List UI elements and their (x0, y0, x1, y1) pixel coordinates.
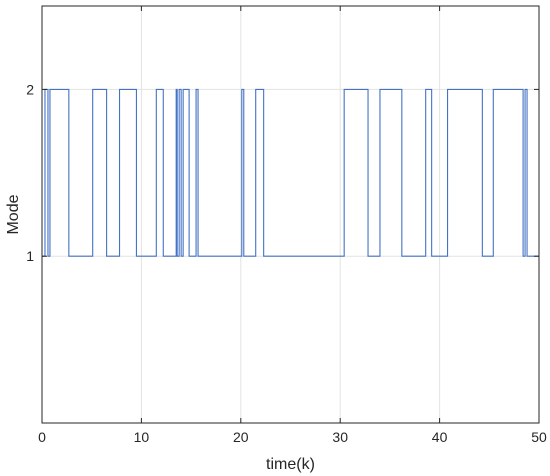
y-tick-label: 1 (26, 248, 34, 264)
x-tick-label: 50 (531, 429, 547, 445)
y-tick-label: 2 (26, 81, 34, 97)
mode-series-line (42, 88, 539, 257)
x-tick-label: 0 (38, 429, 46, 445)
x-axis-label: time(k) (266, 456, 315, 473)
x-tick-label: 40 (432, 429, 448, 445)
y-axis-label: Mode (5, 194, 22, 234)
plot-area (42, 6, 539, 423)
x-tick-label: 20 (233, 429, 249, 445)
plot-frame (41, 5, 540, 424)
axis-ticks: 0 10 20 30 40 50 1 2 (26, 6, 547, 445)
x-tick-label: 10 (134, 429, 150, 445)
x-tick-label: 30 (332, 429, 348, 445)
